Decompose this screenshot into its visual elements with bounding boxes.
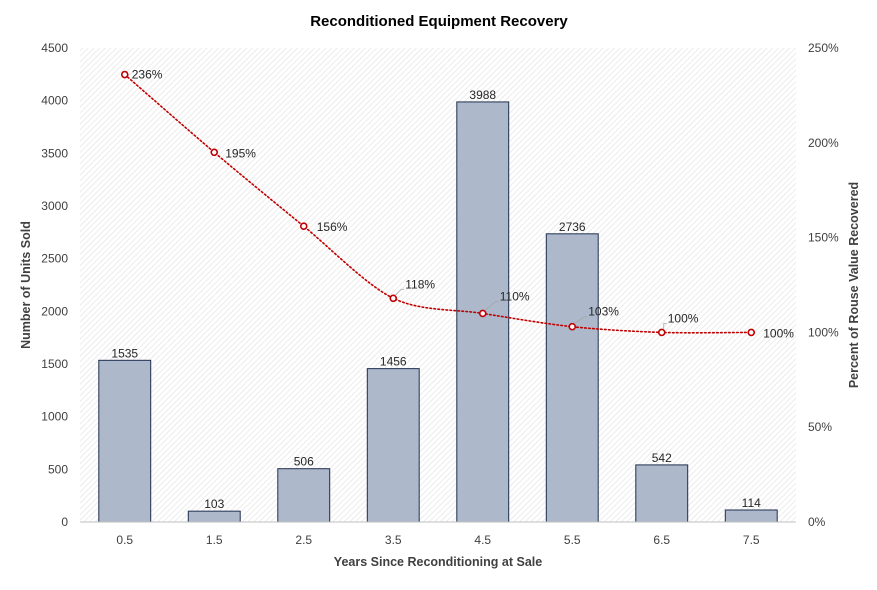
recovery-label: 118%	[405, 277, 435, 291]
bar-value-label: 1535	[111, 346, 138, 360]
x-tick-label: 2.5	[295, 533, 312, 547]
recovery-point-1.5	[210, 148, 219, 157]
leader-line	[484, 301, 499, 311]
y-tick-label: 4000	[41, 94, 68, 108]
bar-0.5	[98, 359, 152, 523]
bar-value-label: 1456	[380, 355, 407, 369]
recovery-line	[123, 73, 753, 334]
recovery-point-7.5	[747, 328, 756, 337]
y2-tick-label: 0%	[808, 515, 826, 529]
x-tick-label: 6.5	[653, 533, 670, 547]
bar-value-label: 506	[294, 455, 314, 469]
line-layer	[120, 70, 756, 337]
bar-value-label: 103	[204, 497, 224, 511]
y-axis-title: Number of Units Sold	[19, 221, 33, 349]
y2-tick-label: 150%	[808, 231, 839, 245]
axes-layer: 0 500 1000 1500 2000 2500 3000 3500 4000 4500 0% 50…	[41, 41, 839, 547]
bar-3.5	[366, 368, 420, 523]
y-tick-label: 2500	[41, 252, 68, 266]
bar-6.5	[635, 464, 689, 523]
recovery-point-3.5	[389, 294, 398, 303]
x-tick-label: 0.5	[116, 533, 133, 547]
bar-value-label: 542	[652, 451, 672, 465]
x-axis-title: Years Since Reconditioning at Sale	[334, 555, 542, 569]
y2-tick-label: 100%	[808, 325, 839, 339]
bar-1.5	[187, 510, 241, 523]
bar-value-label: 3988	[469, 88, 496, 102]
leader-line	[663, 322, 667, 330]
y2-tick-label: 250%	[808, 41, 839, 55]
x-tick-label: 7.5	[743, 533, 760, 547]
recovery-label: 100%	[763, 326, 794, 340]
x-tick-label: 4.5	[474, 533, 491, 547]
bar-5.5	[545, 233, 599, 523]
bar-2.5	[277, 468, 331, 523]
y-tick-label: 3000	[41, 199, 68, 213]
leader-line	[394, 288, 405, 296]
recovery-label: 156%	[317, 220, 348, 234]
bars-layer	[98, 101, 778, 523]
bar-value-label: 2736	[559, 220, 586, 234]
recovery-point-4.5	[478, 309, 487, 318]
x-tick-label: 3.5	[385, 533, 402, 547]
y-tick-label: 1500	[41, 357, 68, 371]
recovery-label: 103%	[588, 305, 619, 319]
recovery-label: 100%	[668, 311, 699, 325]
chart-title: Reconditioned Equipment Recovery	[310, 13, 568, 30]
recovery-label: 110%	[500, 289, 530, 303]
y-tick-label: 4500	[41, 41, 68, 55]
recovery-label: 236%	[132, 68, 163, 82]
recovery-point-6.5	[657, 328, 666, 337]
recovery-label: 195%	[225, 146, 256, 160]
y2-axis-title: Percent of Rouse Value Recovered	[847, 182, 861, 388]
y-tick-label: 2000	[41, 304, 68, 318]
labels-layer: 1535 103 506 1456 3988 2736 542 114 236% 195% 156%…	[111, 68, 794, 512]
y-tick-label: 500	[48, 462, 68, 476]
y2-tick-label: 50%	[808, 420, 832, 434]
y-tick-label: 0	[61, 515, 68, 529]
x-tick-label: 5.5	[564, 533, 581, 547]
x-tick-label: 1.5	[206, 533, 223, 547]
leader-line	[574, 316, 588, 325]
plot-area	[80, 48, 796, 522]
y2-tick-label: 200%	[808, 136, 839, 150]
y-tick-label: 1000	[41, 410, 68, 424]
recovery-point-0.5	[120, 70, 129, 79]
bar-7.5	[724, 509, 778, 523]
recovery-point-2.5	[299, 222, 308, 231]
bar-value-label: 114	[742, 496, 761, 510]
recovery-point-5.5	[568, 322, 577, 331]
y-tick-label: 3500	[41, 146, 68, 160]
